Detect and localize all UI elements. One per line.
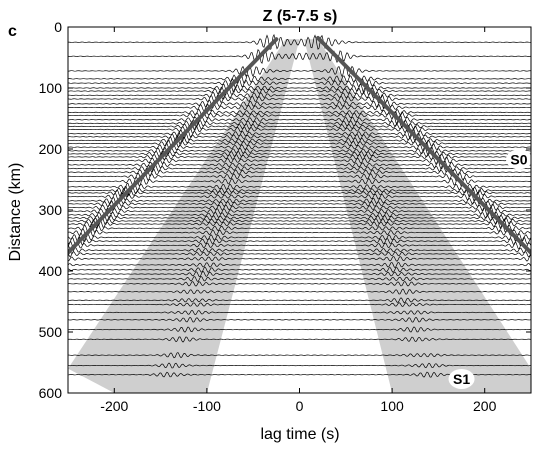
x-tick-label-100: 100 [380, 398, 404, 414]
trace-268km [68, 185, 531, 196]
trace-398km [68, 266, 531, 273]
trace-213km [68, 153, 531, 161]
trace-366km [68, 246, 531, 255]
shaded-zones [68, 39, 531, 393]
y-tick-label-600: 600 [39, 385, 63, 401]
chart-title: Z (5-7.5 s) [263, 8, 338, 25]
trace-262km [68, 181, 531, 193]
trace-372km [68, 251, 531, 258]
annotation-bg-s1 [448, 368, 475, 389]
trace-413km [68, 275, 531, 282]
trace-290km [68, 200, 531, 208]
x-tick-label-200: 200 [473, 398, 497, 414]
trace-480km [68, 316, 531, 323]
trace-405km [68, 270, 531, 278]
trace-191km [68, 138, 531, 149]
y-tick-label-500: 500 [39, 324, 63, 340]
x-axis-label: lag time (s) [260, 426, 339, 443]
trace-219km [68, 155, 531, 166]
trace-208km [68, 150, 531, 158]
trace-421km [68, 281, 531, 287]
trace-132km [68, 103, 531, 112]
trace-330km [68, 223, 531, 234]
trace-72km [68, 65, 531, 78]
trace-112km [68, 90, 531, 101]
trace-163km [68, 122, 531, 131]
trace-538km [68, 352, 531, 359]
trace-168km [68, 125, 531, 135]
trace-390km [68, 262, 531, 269]
x-axis-ticks: -200 -100 0 100 200 [100, 27, 497, 414]
trace-285km [68, 196, 531, 205]
trace-152km [68, 114, 531, 126]
y-axis-ticks: 0 100 200 300 400 500 600 [39, 19, 531, 401]
trace-140km [68, 108, 531, 117]
trace-512km [68, 336, 531, 343]
trace-175km [68, 129, 531, 139]
trace-226km [68, 160, 531, 170]
y-tick-label-200: 200 [39, 141, 63, 157]
moveout-lines [68, 35, 531, 255]
trace-351km [68, 236, 531, 246]
trace-278km [68, 191, 531, 202]
x-tick-label--200: -200 [100, 398, 128, 414]
moveout-line-1 [68, 37, 279, 255]
trace-92km [68, 77, 531, 89]
trace-448km [68, 297, 531, 303]
trace-48km [68, 48, 531, 64]
trace-302km [68, 205, 531, 216]
y-tick-label-400: 400 [39, 263, 63, 279]
trace-197km [68, 142, 531, 153]
moveout-line-2 [316, 35, 531, 255]
seismic-traces [68, 33, 531, 378]
y-axis-label: Distance (km) [7, 163, 24, 262]
annotations: S0 S1 [448, 149, 532, 389]
trace-318km [68, 216, 531, 226]
trace-126km [68, 99, 531, 110]
trace-308km [68, 210, 531, 219]
trace-158km [68, 119, 531, 128]
annotation-s0: S0 [510, 151, 527, 167]
y-tick-label-0: 0 [54, 19, 62, 35]
x-tick-label--100: -100 [193, 398, 221, 414]
y-tick-label-100: 100 [39, 80, 63, 96]
trace-313km [68, 213, 531, 222]
trace-323km [68, 218, 531, 230]
trace-253km [68, 176, 531, 187]
trace-186km [68, 135, 531, 146]
trace-496km [68, 326, 531, 333]
trace-145km [68, 111, 531, 121]
trace-380km [68, 255, 531, 262]
trace-345km [68, 232, 531, 243]
trace-180km [68, 131, 531, 142]
trace-434km [68, 288, 531, 295]
trace-105km [68, 86, 531, 97]
annotation-s1: S1 [453, 371, 470, 387]
panel-label: c [8, 23, 17, 40]
trace-358km [68, 240, 531, 251]
trace-25km [68, 33, 531, 50]
trace-296km [68, 202, 531, 213]
x-tick-label-0: 0 [296, 398, 304, 414]
trace-85km [68, 73, 531, 84]
annotation-bg-s0 [505, 149, 532, 170]
trace-100km [68, 82, 531, 94]
trace-232km [68, 164, 531, 173]
trace-468km [68, 309, 531, 315]
trace-203km [68, 146, 531, 156]
trace-555km [68, 362, 531, 369]
y-tick-label-300: 300 [39, 202, 63, 218]
trace-118km [68, 94, 531, 104]
trace-337km [68, 227, 531, 238]
trace-455km [68, 302, 531, 307]
plot-area: S0 S1 -200 -100 0 100 200 0 100 200 300 400 500 600 [39, 19, 532, 414]
trace-272km [68, 187, 531, 198]
